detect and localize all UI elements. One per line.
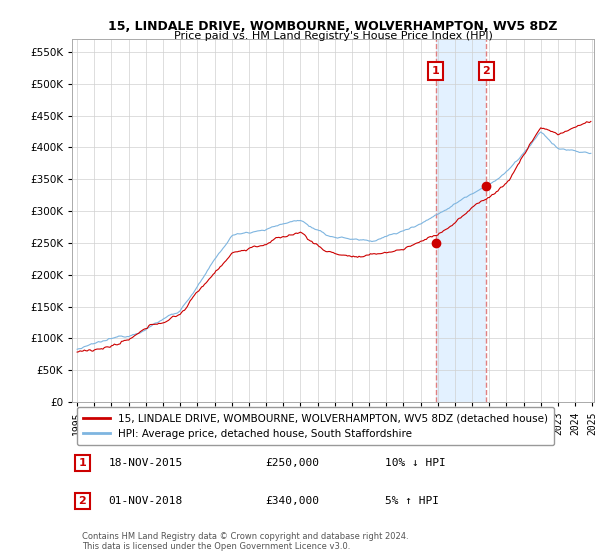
Text: Price paid vs. HM Land Registry's House Price Index (HPI): Price paid vs. HM Land Registry's House … — [173, 31, 493, 41]
Text: £250,000: £250,000 — [265, 458, 319, 468]
Text: 01-NOV-2018: 01-NOV-2018 — [109, 496, 183, 506]
Legend: 15, LINDALE DRIVE, WOMBOURNE, WOLVERHAMPTON, WV5 8DZ (detached house), HPI: Aver: 15, LINDALE DRIVE, WOMBOURNE, WOLVERHAMP… — [77, 407, 554, 445]
Text: 1: 1 — [79, 458, 86, 468]
Text: 5% ↑ HPI: 5% ↑ HPI — [385, 496, 439, 506]
Text: 2: 2 — [79, 496, 86, 506]
Text: Contains HM Land Registry data © Crown copyright and database right 2024.
This d: Contains HM Land Registry data © Crown c… — [82, 532, 409, 552]
Text: £340,000: £340,000 — [265, 496, 319, 506]
Text: 15, LINDALE DRIVE, WOMBOURNE, WOLVERHAMPTON, WV5 8DZ: 15, LINDALE DRIVE, WOMBOURNE, WOLVERHAMP… — [108, 20, 558, 32]
Text: 10% ↓ HPI: 10% ↓ HPI — [385, 458, 446, 468]
Text: 18-NOV-2015: 18-NOV-2015 — [109, 458, 183, 468]
Text: 2: 2 — [482, 66, 490, 76]
Bar — [436, 39, 487, 402]
Text: 1: 1 — [432, 66, 439, 76]
